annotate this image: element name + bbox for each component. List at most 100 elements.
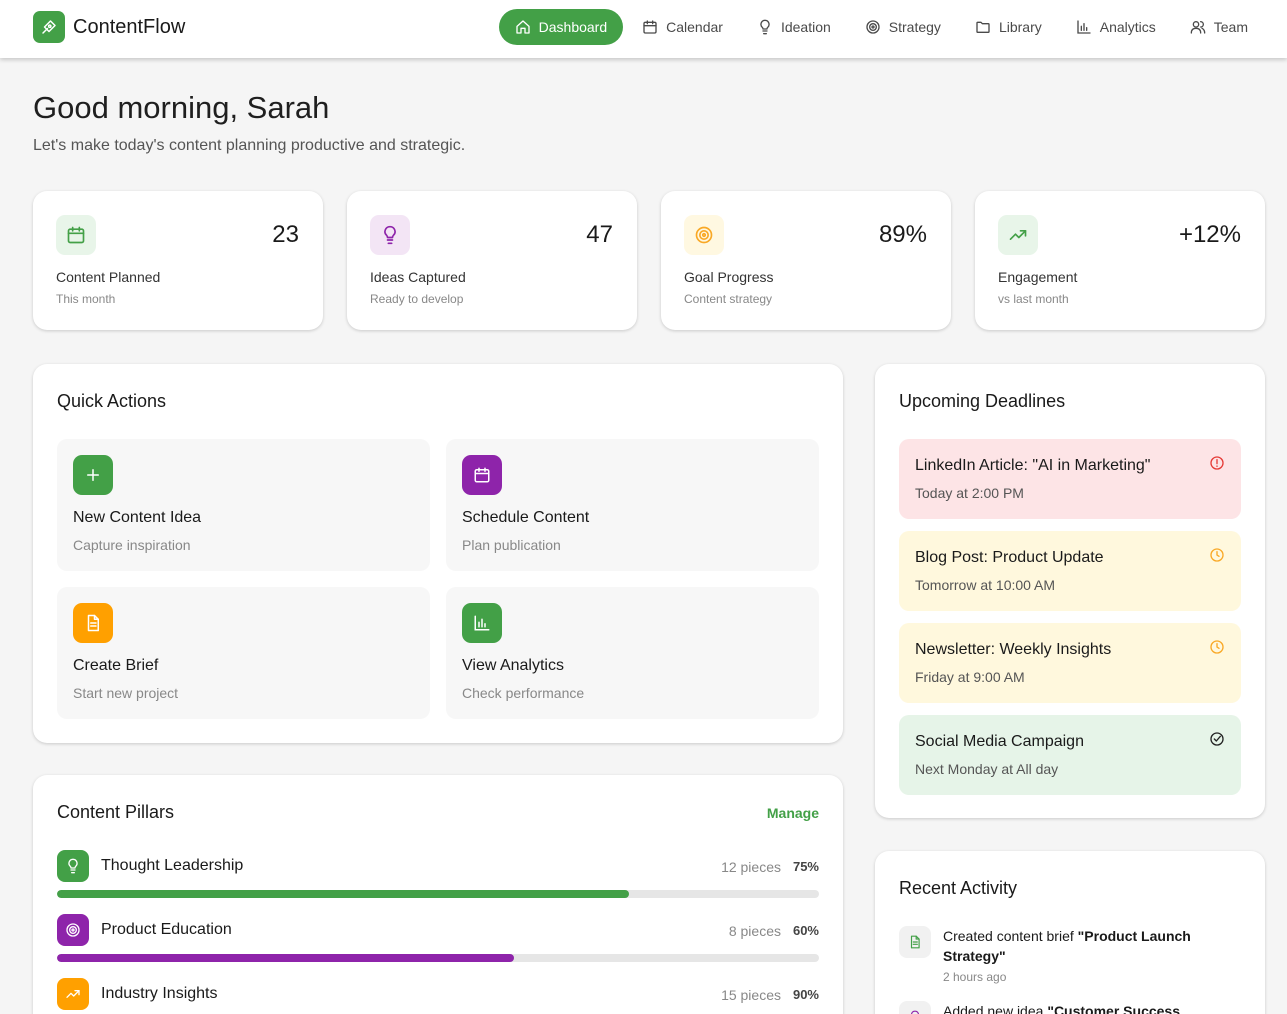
quick-action-schedule-content[interactable]: Schedule Content Plan publication [446,439,819,571]
pillar-row[interactable]: Product Education 8 pieces 60% [57,914,819,964]
stat-sublabel: Ready to develop [370,292,464,306]
plus-icon [73,455,113,495]
activity-subject: "Product Launch Strategy" [943,928,1191,964]
stat-value: 89% [878,221,927,248]
stat-value: +12% [1178,221,1241,248]
pillar-progress-fill [57,954,515,962]
stat-label: Content Planned [56,269,161,285]
activity-text: Created content brief "Product Launch St… [943,926,1233,966]
quick-actions-panel: Quick Actions New Content Idea Capture i… [33,364,843,743]
lightbulb-icon [370,215,410,255]
clock-icon [1210,548,1224,562]
deadline-title: Blog Post: Product Update [915,549,1104,566]
stat-sublabel: This month [56,292,116,306]
stat-value: 47 [586,221,613,248]
pillar-row[interactable]: Industry Insights 15 pieces 90% [57,978,819,1014]
trending-up-icon [57,978,89,1010]
brand-logo-icon [33,11,65,43]
pillar-count: 8 pieces [728,923,781,939]
activity-text: Added new idea "Customer Success Stories… [943,1001,1233,1014]
pillar-progress-track [57,954,819,962]
brand[interactable]: ContentFlow [33,11,185,43]
panel-title: Quick Actions [57,391,167,411]
target-icon [684,215,724,255]
deadline-time: Friday at 9:00 AM [915,669,1025,685]
stat-sublabel: Content strategy [684,292,773,306]
activity-action: Added new idea [943,1003,1048,1014]
document-icon [899,926,931,958]
nav-item-ideation[interactable]: Ideation [742,9,846,45]
main-nav: Dashboard Calendar Ideation Strategy Lib… [495,9,1263,45]
target-icon [866,20,880,34]
panel-title: Recent Activity [899,878,1018,898]
nav-item-label: Analytics [1099,19,1156,35]
content-pillars-panel: Content Pillars Manage Thought Leadershi… [33,775,843,1014]
bar-chart-icon [1077,20,1091,34]
folder-icon [976,21,990,33]
nav-item-dashboard[interactable]: Dashboard [498,9,624,45]
quick-action-title: New Content Idea [73,509,202,526]
quick-action-title: Schedule Content [462,509,590,526]
quick-action-subtitle: Start new project [73,685,179,701]
deadline-item[interactable]: Social Media Campaign Next Monday at All… [899,715,1241,795]
greeting-title: Good morning, Sarah [33,90,330,125]
lightbulb-icon [760,19,770,35]
nav-item-analytics[interactable]: Analytics [1061,9,1171,45]
activity-time: 2 hours ago [943,970,1007,984]
nav-item-label: Strategy [888,19,941,35]
home-icon [515,20,530,34]
brand-name: ContentFlow [73,15,186,38]
stat-label: Engagement [998,269,1078,285]
target-icon [57,914,89,946]
panel-title: Upcoming Deadlines [899,391,1066,411]
pillar-name: Thought Leadership [101,857,244,874]
deadline-item[interactable]: Blog Post: Product Update Tomorrow at 10… [899,531,1241,611]
stat-sublabel: vs last month [998,292,1069,306]
document-icon [73,603,113,643]
greeting-subtitle: Let's make today's content planning prod… [33,137,466,154]
top-navigation-bar: ContentFlow Dashboard Calendar Ideation … [0,0,1287,58]
users-icon [1190,21,1206,34]
nav-item-library[interactable]: Library [960,9,1057,45]
activity-action: Created content brief [943,928,1078,944]
pillar-count: 12 pieces [721,859,781,875]
stat-label: Ideas Captured [370,269,466,285]
pillar-percentage: 75% [792,859,819,874]
nav-item-label: Ideation [780,19,831,35]
stat-label: Goal Progress [684,269,774,285]
calendar-icon [643,20,657,34]
nav-item-strategy[interactable]: Strategy [850,9,956,45]
deadline-item[interactable]: Newsletter: Weekly Insights Friday at 9:… [899,623,1241,703]
lightbulb-icon [899,1001,931,1014]
deadline-time: Tomorrow at 10:00 AM [915,577,1056,593]
bar-chart-icon [462,603,502,643]
quick-action-subtitle: Capture inspiration [73,537,191,553]
lightbulb-icon [57,850,89,882]
manage-pillars-link[interactable]: Manage [766,805,819,821]
quick-action-title: View Analytics [462,657,564,674]
quick-action-title: Create Brief [73,657,159,674]
deadline-title: LinkedIn Article: "AI in Marketing" [915,457,1151,474]
pillar-row[interactable]: Thought Leadership 12 pieces 75% [57,850,819,900]
nav-item-team[interactable]: Team [1175,9,1263,45]
stat-card-engagement: +12% Engagement vs last month [975,191,1265,330]
stat-card-goal-progress: 89% Goal Progress Content strategy [661,191,951,330]
pillar-percentage: 90% [792,987,819,1002]
stat-value: 23 [272,221,299,248]
quick-action-view-analytics[interactable]: View Analytics Check performance [446,587,819,719]
deadline-item[interactable]: LinkedIn Article: "AI in Marketing" Toda… [899,439,1241,519]
nav-item-label: Dashboard [538,19,608,35]
quick-action-create-brief[interactable]: Create Brief Start new project [57,587,430,719]
deadline-title: Newsletter: Weekly Insights [915,641,1112,658]
recent-activity-panel: Recent Activity Created content brief "P… [875,851,1265,1014]
upcoming-deadlines-panel: Upcoming Deadlines LinkedIn Article: "AI… [875,364,1265,818]
nav-item-label: Calendar [666,19,723,35]
quick-action-new-content-idea[interactable]: New Content Idea Capture inspiration [57,439,430,571]
alert-circle-icon [1210,456,1224,470]
stat-card-ideas-captured: 47 Ideas Captured Ready to develop [347,191,637,330]
nav-item-calendar[interactable]: Calendar [627,9,738,45]
deadline-title: Social Media Campaign [915,733,1084,750]
clock-icon [1210,640,1224,654]
pillar-progress-fill [57,890,629,898]
pillar-progress-track [57,890,819,898]
